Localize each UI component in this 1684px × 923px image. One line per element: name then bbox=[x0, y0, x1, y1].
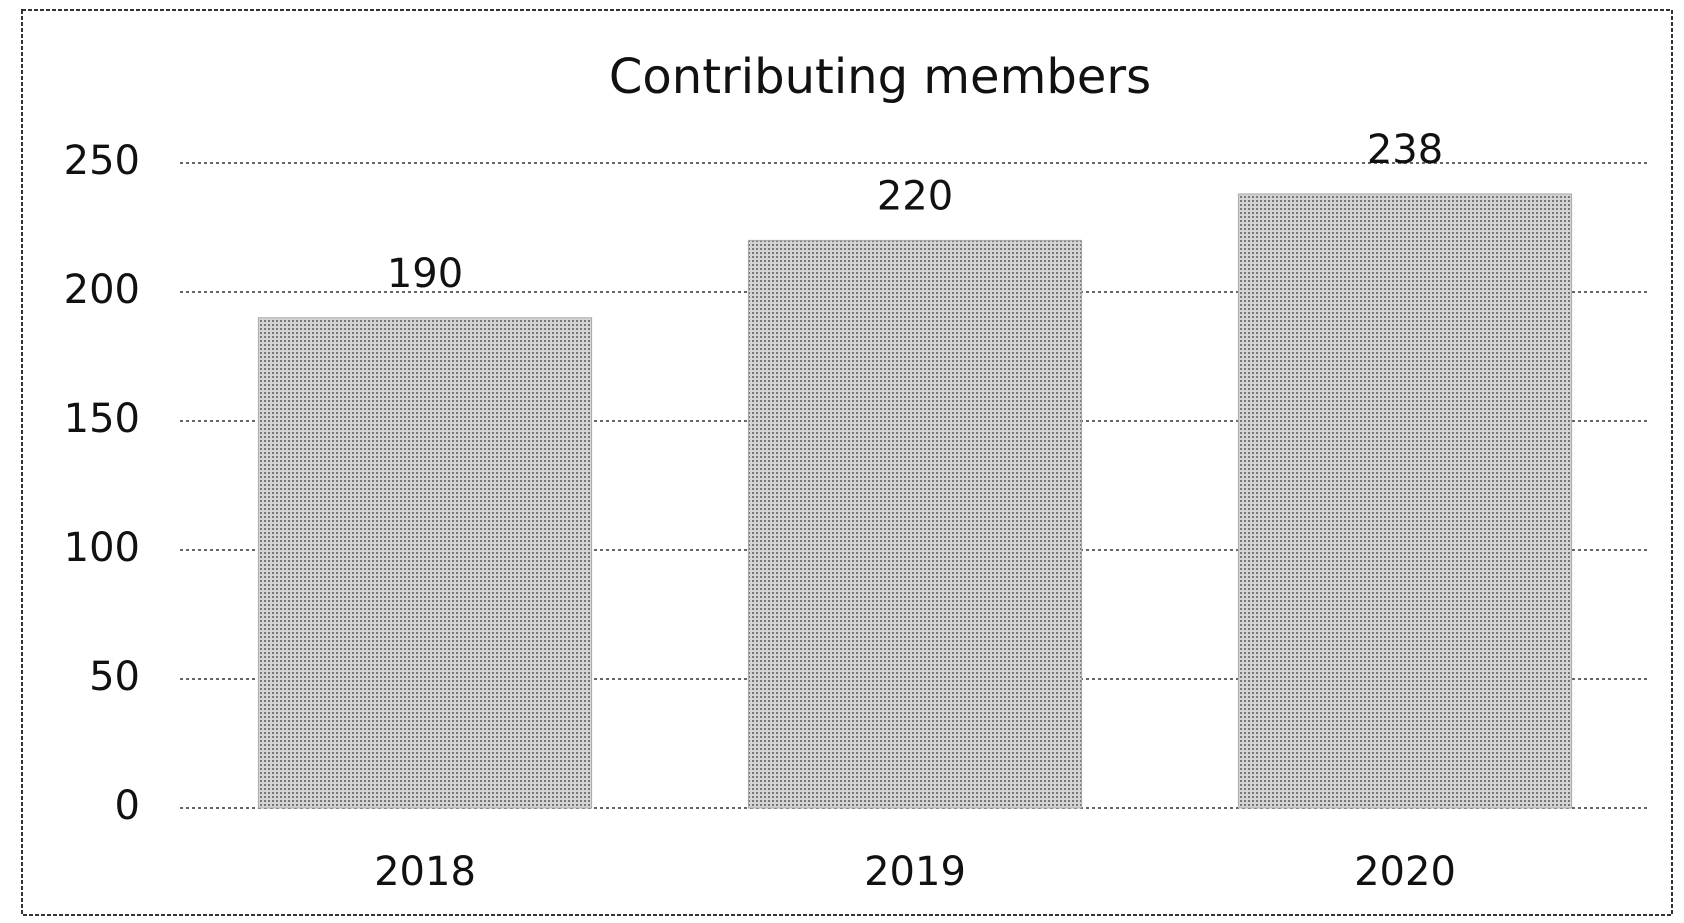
bar bbox=[257, 317, 593, 809]
y-tick-label: 200 bbox=[64, 267, 140, 313]
y-tick-label: 50 bbox=[89, 654, 140, 700]
x-tick-label: 2020 bbox=[1354, 849, 1456, 895]
x-tick-label: 2019 bbox=[864, 849, 966, 895]
data-label: 238 bbox=[1367, 127, 1443, 173]
chart-border bbox=[21, 9, 1673, 916]
y-tick-label: 100 bbox=[64, 525, 140, 571]
y-tick-label: 150 bbox=[64, 396, 140, 442]
x-tick-label: 2018 bbox=[374, 849, 476, 895]
data-label: 190 bbox=[387, 251, 463, 297]
chart-title: Contributing members bbox=[609, 49, 1151, 105]
data-label: 220 bbox=[877, 173, 953, 219]
y-tick-label: 250 bbox=[64, 138, 140, 184]
bar bbox=[747, 239, 1083, 809]
bar bbox=[1237, 193, 1573, 809]
y-tick-label: 0 bbox=[115, 783, 140, 829]
